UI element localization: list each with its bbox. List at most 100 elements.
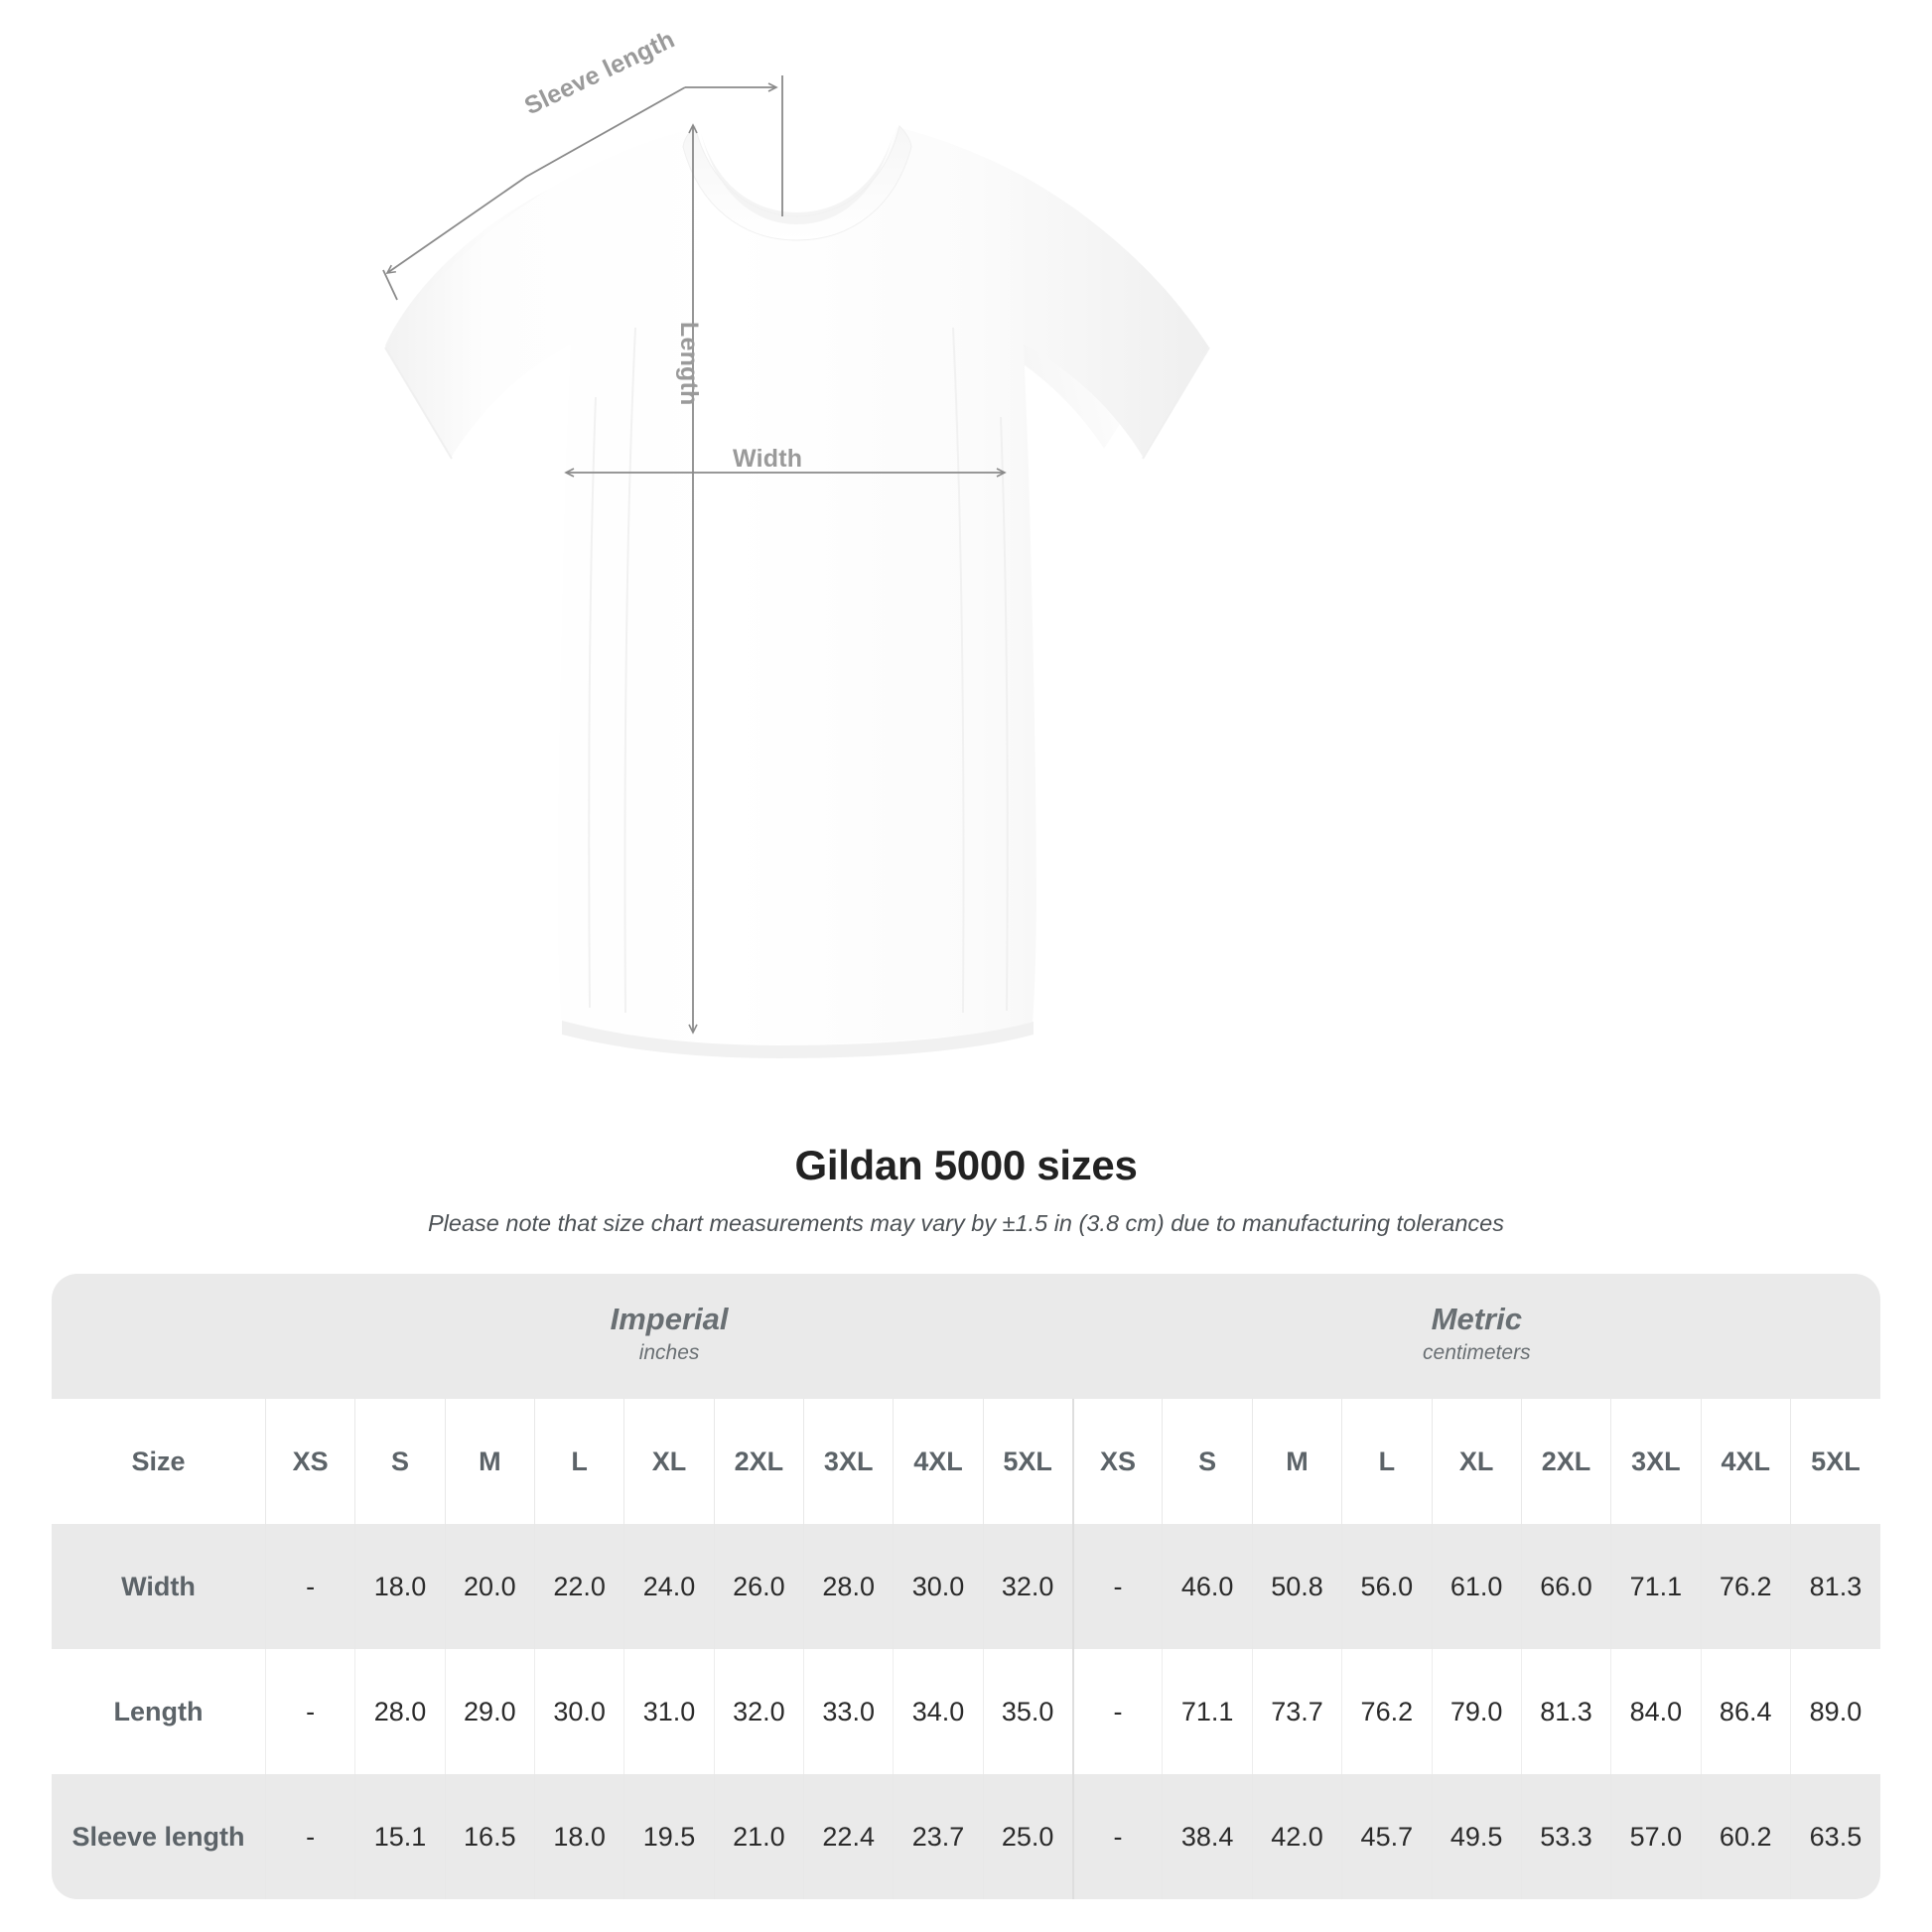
measurement-cell: 66.0 <box>1520 1524 1611 1649</box>
measurement-cell: 28.0 <box>354 1649 446 1774</box>
measurement-cell: - <box>264 1649 355 1774</box>
measurement-cell: - <box>264 1524 355 1649</box>
tshirt-body-shape <box>384 125 1210 1058</box>
measurement-cell: 22.0 <box>533 1524 624 1649</box>
size-header-cell: XL <box>623 1399 715 1524</box>
measurement-cell: - <box>264 1774 355 1899</box>
size-header-cell: 5XL <box>1789 1399 1880 1524</box>
tshirt-illustration <box>382 75 1210 1058</box>
table-row: Sleeve length -15.1 16.5 18.0 19.5 21.0 22.4 23… <box>52 1774 1880 1899</box>
length-label: Length <box>675 322 703 406</box>
sleeve-length-arrow <box>385 86 686 275</box>
measurement-cell: 16.5 <box>444 1774 535 1899</box>
measurement-cell: 23.7 <box>893 1774 984 1899</box>
measurement-cell: 32.0 <box>982 1524 1073 1649</box>
measurement-cell: 30.0 <box>533 1649 624 1774</box>
measurement-cell: 46.0 <box>1162 1524 1253 1649</box>
measurement-cell: 20.0 <box>444 1524 535 1649</box>
chart-heading: Gildan 5000 sizes Please note that size … <box>0 1142 1932 1237</box>
measurement-cell: 81.3 <box>1520 1649 1611 1774</box>
measurement-cell: 81.3 <box>1789 1524 1880 1649</box>
measurement-cell: 26.0 <box>713 1524 804 1649</box>
size-header-cell: 2XL <box>1520 1399 1611 1524</box>
table-row: Length -28.0 29.0 30.0 31.0 32.0 33.0 34.0 35.0-… <box>52 1649 1880 1774</box>
size-header-cell: L <box>1341 1399 1432 1524</box>
measurement-cell: 79.0 <box>1431 1649 1522 1774</box>
measurement-cell: 19.5 <box>623 1774 715 1899</box>
cuff-tick <box>382 269 398 301</box>
size-header-cell: M <box>444 1399 535 1524</box>
row-header-cell: Width <box>52 1524 266 1649</box>
measurement-cell: 33.0 <box>803 1649 894 1774</box>
unit-header-imperial: Imperial inches <box>265 1274 1073 1399</box>
measurement-cell: 22.4 <box>803 1774 894 1899</box>
size-chart-table: Imperial inches Metric centimeters Size XS S M L… <box>52 1274 1880 1899</box>
size-header-cell: XS <box>1071 1399 1163 1524</box>
size-header-cell: M <box>1251 1399 1342 1524</box>
page-title: Gildan 5000 sizes <box>794 1142 1138 1188</box>
size-header-cell: 2XL <box>713 1399 804 1524</box>
size-header-cell: S <box>1162 1399 1253 1524</box>
size-column-header: Size <box>52 1399 266 1524</box>
tolerance-note: Please note that size chart measurements… <box>428 1210 1504 1236</box>
size-header-cell: XS <box>264 1399 355 1524</box>
measurement-cell: 28.0 <box>803 1524 894 1649</box>
unit-name: Imperial <box>610 1302 729 1337</box>
unit-name: Metric <box>1431 1302 1522 1337</box>
measurement-cell: 53.3 <box>1520 1774 1611 1899</box>
size-header-cell: 4XL <box>893 1399 984 1524</box>
tshirt-figure: Sleeve length Length Width <box>382 25 1210 1058</box>
width-label: Width <box>733 445 803 473</box>
measurement-cell: - <box>1071 1649 1163 1774</box>
measurement-cell: 25.0 <box>982 1774 1073 1899</box>
measurement-cell: 49.5 <box>1431 1774 1522 1899</box>
size-header-cell: S <box>354 1399 446 1524</box>
measurement-cell: 76.2 <box>1341 1649 1432 1774</box>
unit-header-row: Imperial inches Metric centimeters <box>52 1274 1880 1399</box>
measurement-cell: 89.0 <box>1789 1649 1880 1774</box>
table-row: Width -18.0 20.0 22.0 24.0 26.0 28.0 30.0 32.0-4… <box>52 1524 1880 1649</box>
measurement-cell: 29.0 <box>444 1649 535 1774</box>
unit-row-spacer <box>52 1274 266 1399</box>
dimension-lines <box>382 75 1007 1035</box>
measurement-cell: 71.1 <box>1162 1649 1253 1774</box>
measurement-cell: 15.1 <box>354 1774 446 1899</box>
row-header-cell: Length <box>52 1649 266 1774</box>
measurement-cell: 86.4 <box>1700 1649 1791 1774</box>
measurement-cell: 71.1 <box>1610 1524 1702 1649</box>
measurement-cell: 21.0 <box>713 1774 804 1899</box>
unit-subtitle: centimeters <box>1423 1341 1531 1365</box>
measurement-cell: 60.2 <box>1700 1774 1791 1899</box>
measurement-cell: 63.5 <box>1789 1774 1880 1899</box>
measurement-cell: 38.4 <box>1162 1774 1253 1899</box>
measurement-cell: 56.0 <box>1341 1524 1432 1649</box>
measurement-cell: 35.0 <box>982 1649 1073 1774</box>
measurement-cell: - <box>1071 1774 1163 1899</box>
size-header-cell: 3XL <box>1610 1399 1702 1524</box>
size-table-container: Imperial inches Metric centimeters Size XS S M L… <box>52 1274 1880 1899</box>
measurement-cell: 18.0 <box>354 1524 446 1649</box>
measurement-cell: 24.0 <box>623 1524 715 1649</box>
unit-header-metric: Metric centimeters <box>1072 1274 1880 1399</box>
size-header-cell: 4XL <box>1700 1399 1791 1524</box>
measurement-cell: 30.0 <box>893 1524 984 1649</box>
measurement-cell: - <box>1071 1524 1163 1649</box>
row-header-cell: Sleeve length <box>52 1774 266 1899</box>
size-header-cell: XL <box>1431 1399 1522 1524</box>
size-header-cell: 3XL <box>803 1399 894 1524</box>
size-header-cell: 5XL <box>982 1399 1073 1524</box>
measurement-cell: 57.0 <box>1610 1774 1702 1899</box>
measurement-cell: 73.7 <box>1251 1649 1342 1774</box>
measurement-cell: 18.0 <box>533 1774 624 1899</box>
measurement-cell: 42.0 <box>1251 1774 1342 1899</box>
size-header-cell: L <box>533 1399 624 1524</box>
measurement-cell: 76.2 <box>1700 1524 1791 1649</box>
measurement-cell: 84.0 <box>1610 1649 1702 1774</box>
measurement-cell: 61.0 <box>1431 1524 1522 1649</box>
measurement-cell: 45.7 <box>1341 1774 1432 1899</box>
measurement-cell: 32.0 <box>713 1649 804 1774</box>
measurement-cell: 34.0 <box>893 1649 984 1774</box>
measurement-cell: 50.8 <box>1251 1524 1342 1649</box>
measurement-cell: 31.0 <box>623 1649 715 1774</box>
